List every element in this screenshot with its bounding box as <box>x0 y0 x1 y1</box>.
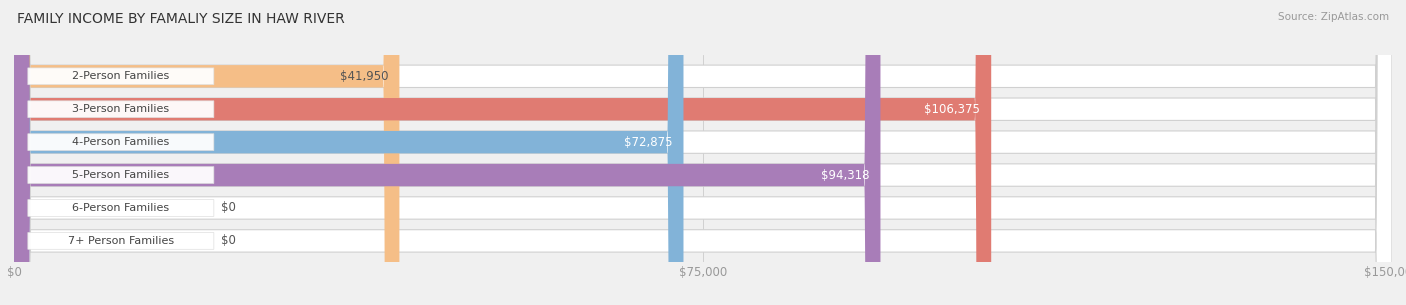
FancyBboxPatch shape <box>14 0 1392 305</box>
FancyBboxPatch shape <box>14 0 1392 305</box>
FancyBboxPatch shape <box>14 0 991 305</box>
Text: 2-Person Families: 2-Person Families <box>72 71 170 81</box>
FancyBboxPatch shape <box>14 0 1392 305</box>
Text: 5-Person Families: 5-Person Families <box>72 170 169 180</box>
FancyBboxPatch shape <box>14 0 1392 305</box>
FancyBboxPatch shape <box>28 68 214 85</box>
Text: $41,950: $41,950 <box>340 70 388 83</box>
Text: 7+ Person Families: 7+ Person Families <box>67 236 174 246</box>
FancyBboxPatch shape <box>14 0 880 305</box>
Text: FAMILY INCOME BY FAMALIY SIZE IN HAW RIVER: FAMILY INCOME BY FAMALIY SIZE IN HAW RIV… <box>17 12 344 26</box>
FancyBboxPatch shape <box>14 0 1392 305</box>
FancyBboxPatch shape <box>14 0 1392 305</box>
Text: $106,375: $106,375 <box>924 103 980 116</box>
FancyBboxPatch shape <box>28 199 214 216</box>
FancyBboxPatch shape <box>28 134 214 151</box>
FancyBboxPatch shape <box>28 167 214 183</box>
FancyBboxPatch shape <box>14 0 399 305</box>
Text: $72,875: $72,875 <box>624 136 672 149</box>
FancyBboxPatch shape <box>14 0 683 305</box>
Text: 4-Person Families: 4-Person Families <box>72 137 170 147</box>
Text: $0: $0 <box>221 235 236 247</box>
FancyBboxPatch shape <box>28 101 214 118</box>
Text: $94,318: $94,318 <box>821 169 869 181</box>
Text: Source: ZipAtlas.com: Source: ZipAtlas.com <box>1278 12 1389 22</box>
Text: 6-Person Families: 6-Person Families <box>72 203 169 213</box>
Text: $0: $0 <box>221 202 236 214</box>
FancyBboxPatch shape <box>28 232 214 249</box>
Text: 3-Person Families: 3-Person Families <box>72 104 169 114</box>
